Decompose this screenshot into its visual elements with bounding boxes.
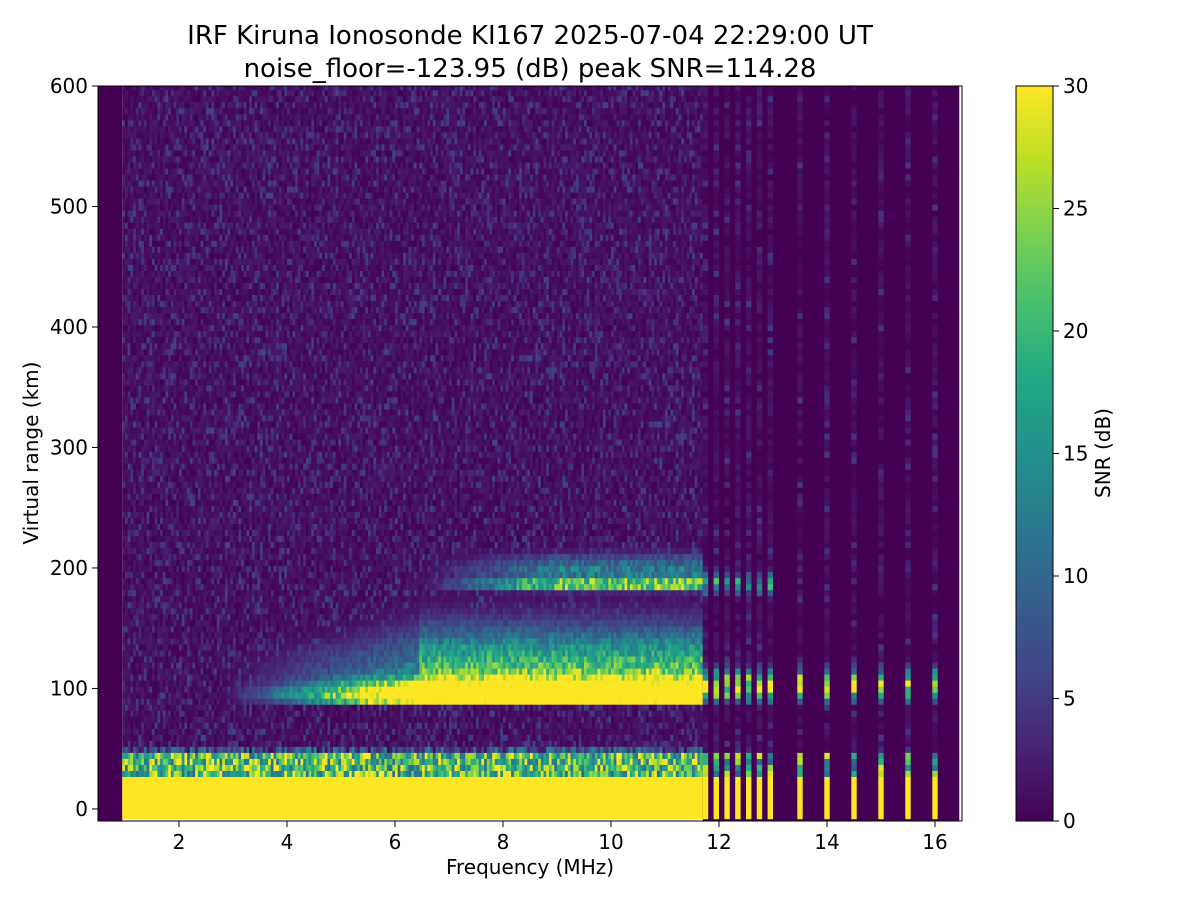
chart-subtitle: noise_floor=-123.95 (dB) peak SNR=114.28 xyxy=(244,54,817,84)
chart-title: IRF Kiruna Ionosonde KI167 2025-07-04 22… xyxy=(187,21,873,51)
no-data-strip xyxy=(98,86,122,821)
heatmap-cells xyxy=(98,84,962,821)
